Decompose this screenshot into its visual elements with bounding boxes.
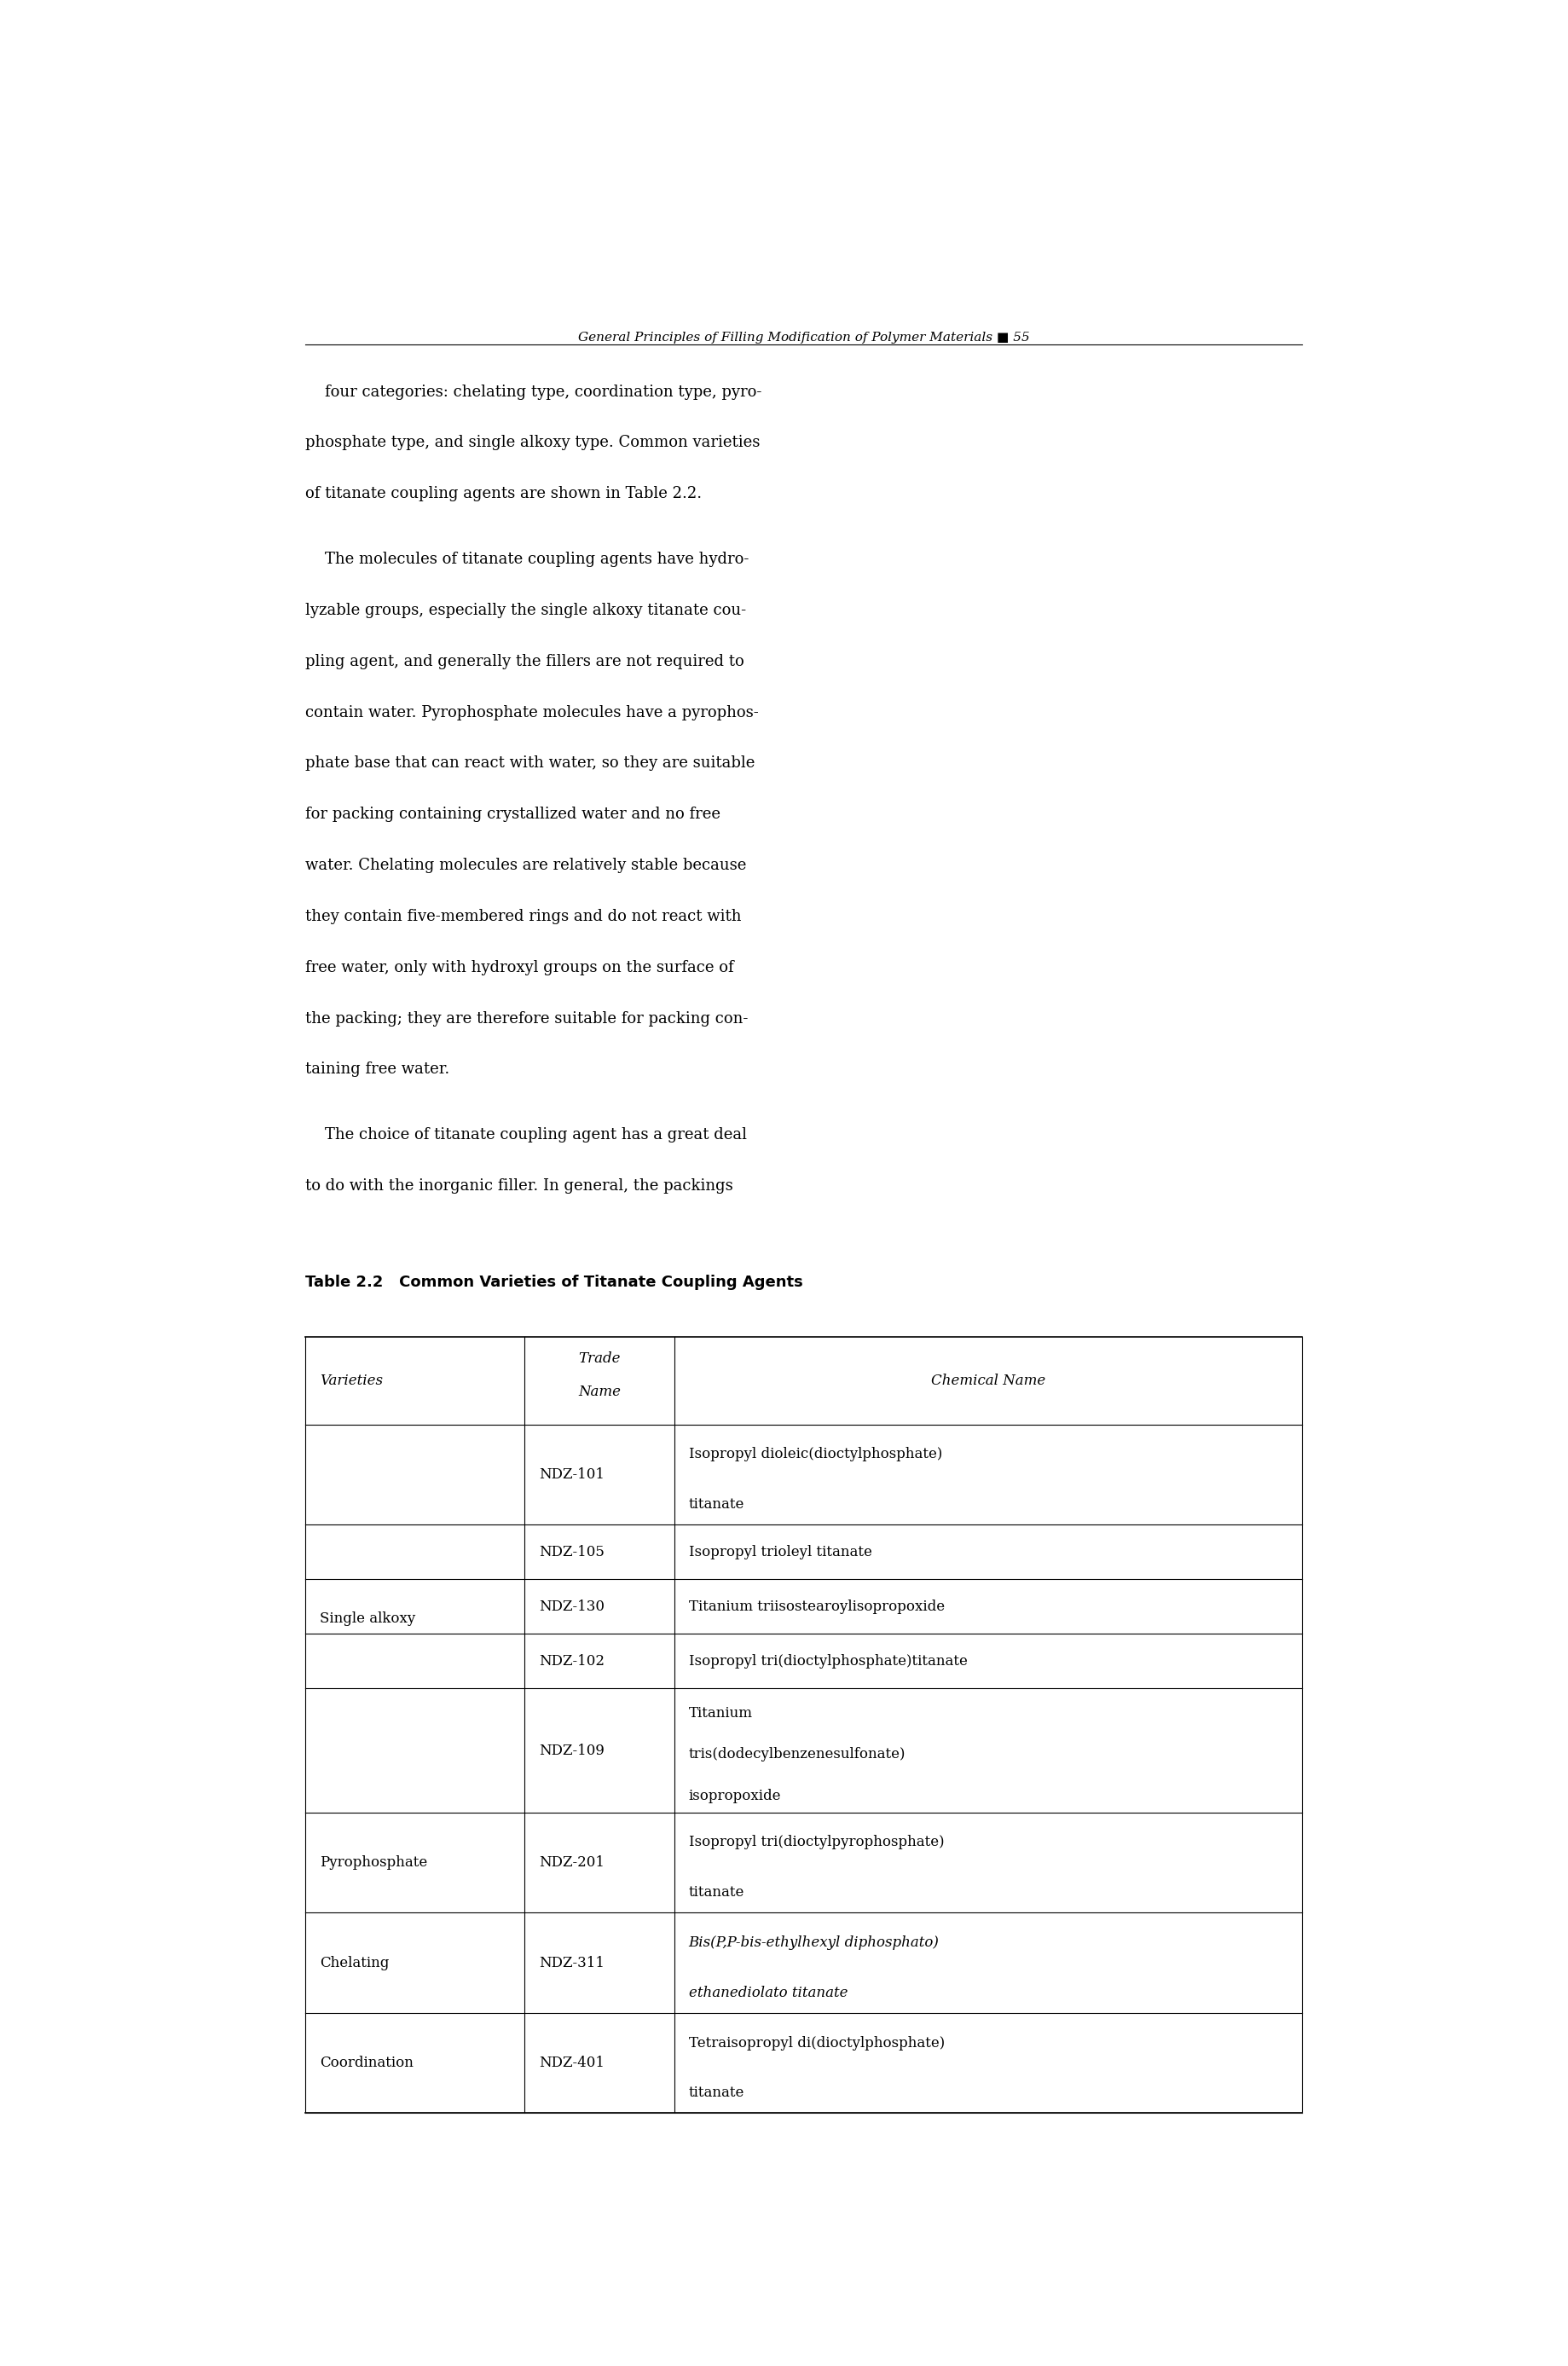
Text: titanate: titanate bbox=[688, 1498, 745, 1512]
Text: isopropoxide: isopropoxide bbox=[688, 1789, 781, 1803]
Text: Trade: Trade bbox=[579, 1351, 621, 1365]
Text: NDZ-101: NDZ-101 bbox=[539, 1467, 605, 1481]
Text: they contain five-membered rings and do not react with: they contain five-membered rings and do … bbox=[306, 909, 742, 925]
Text: NDZ-130: NDZ-130 bbox=[539, 1599, 605, 1614]
Text: Bis(P,P-bis-ethylhexyl diphosphato): Bis(P,P-bis-ethylhexyl diphosphato) bbox=[688, 1935, 939, 1950]
Text: Isopropyl trioleyl titanate: Isopropyl trioleyl titanate bbox=[688, 1545, 872, 1559]
Text: tris(dodecylbenzenesulfonate): tris(dodecylbenzenesulfonate) bbox=[688, 1748, 906, 1763]
Text: four categories: chelating type, coordination type, pyro-: four categories: chelating type, coordin… bbox=[306, 383, 762, 400]
Text: Tetraisopropyl di(dioctylphosphate): Tetraisopropyl di(dioctylphosphate) bbox=[688, 2035, 944, 2049]
Text: Chelating: Chelating bbox=[320, 1954, 389, 1971]
Text: NDZ-102: NDZ-102 bbox=[539, 1654, 605, 1668]
Text: contain water. Pyrophosphate molecules have a pyrophos-: contain water. Pyrophosphate molecules h… bbox=[306, 705, 759, 719]
Text: phosphate type, and single alkoxy type. Common varieties: phosphate type, and single alkoxy type. … bbox=[306, 435, 760, 450]
Text: Pyrophosphate: Pyrophosphate bbox=[320, 1855, 428, 1869]
Text: the packing; they are therefore suitable for packing con-: the packing; they are therefore suitable… bbox=[306, 1010, 748, 1027]
Text: of titanate coupling agents are shown in Table 2.2.: of titanate coupling agents are shown in… bbox=[306, 485, 702, 502]
Text: titanate: titanate bbox=[688, 2087, 745, 2101]
Text: for packing containing crystallized water and no free: for packing containing crystallized wate… bbox=[306, 807, 721, 821]
Text: Single alkoxy: Single alkoxy bbox=[320, 1611, 416, 1625]
Text: Name: Name bbox=[579, 1384, 621, 1398]
Text: NDZ-401: NDZ-401 bbox=[539, 2056, 605, 2070]
Text: Chemical Name: Chemical Name bbox=[931, 1372, 1046, 1389]
Text: titanate: titanate bbox=[688, 1886, 745, 1900]
Text: Coordination: Coordination bbox=[320, 2056, 414, 2070]
Text: Table 2.2   Common Varieties of Titanate Coupling Agents: Table 2.2 Common Varieties of Titanate C… bbox=[306, 1275, 803, 1289]
Text: Varieties: Varieties bbox=[320, 1372, 383, 1389]
Text: lyzable groups, especially the single alkoxy titanate cou-: lyzable groups, especially the single al… bbox=[306, 603, 746, 618]
Text: pling agent, and generally the fillers are not required to: pling agent, and generally the fillers a… bbox=[306, 653, 745, 670]
Text: General Principles of Filling Modification of Polymer Materials ■ 55: General Principles of Filling Modificati… bbox=[577, 331, 1030, 343]
Text: taining free water.: taining free water. bbox=[306, 1062, 450, 1077]
Text: The choice of titanate coupling agent has a great deal: The choice of titanate coupling agent ha… bbox=[306, 1129, 746, 1143]
Text: free water, only with hydroxyl groups on the surface of: free water, only with hydroxyl groups on… bbox=[306, 961, 734, 975]
Text: NDZ-311: NDZ-311 bbox=[539, 1954, 605, 1971]
Text: water. Chelating molecules are relatively stable because: water. Chelating molecules are relativel… bbox=[306, 859, 746, 873]
Text: phate base that can react with water, so they are suitable: phate base that can react with water, so… bbox=[306, 755, 756, 771]
Text: Titanium: Titanium bbox=[688, 1706, 753, 1720]
Text: Isopropyl tri(dioctylphosphate)titanate: Isopropyl tri(dioctylphosphate)titanate bbox=[688, 1654, 967, 1668]
Text: The molecules of titanate coupling agents have hydro-: The molecules of titanate coupling agent… bbox=[306, 551, 750, 568]
Text: to do with the inorganic filler. In general, the packings: to do with the inorganic filler. In gene… bbox=[306, 1178, 734, 1195]
Text: NDZ-109: NDZ-109 bbox=[539, 1744, 605, 1758]
Text: NDZ-201: NDZ-201 bbox=[539, 1855, 605, 1869]
Text: Isopropyl dioleic(dioctylphosphate): Isopropyl dioleic(dioctylphosphate) bbox=[688, 1448, 942, 1462]
Text: ethanediolato titanate: ethanediolato titanate bbox=[688, 1985, 848, 1999]
Text: Isopropyl tri(dioctylpyrophosphate): Isopropyl tri(dioctylpyrophosphate) bbox=[688, 1836, 944, 1850]
Text: NDZ-105: NDZ-105 bbox=[539, 1545, 605, 1559]
Text: Titanium triisostearoylisopropoxide: Titanium triisostearoylisopropoxide bbox=[688, 1599, 944, 1614]
